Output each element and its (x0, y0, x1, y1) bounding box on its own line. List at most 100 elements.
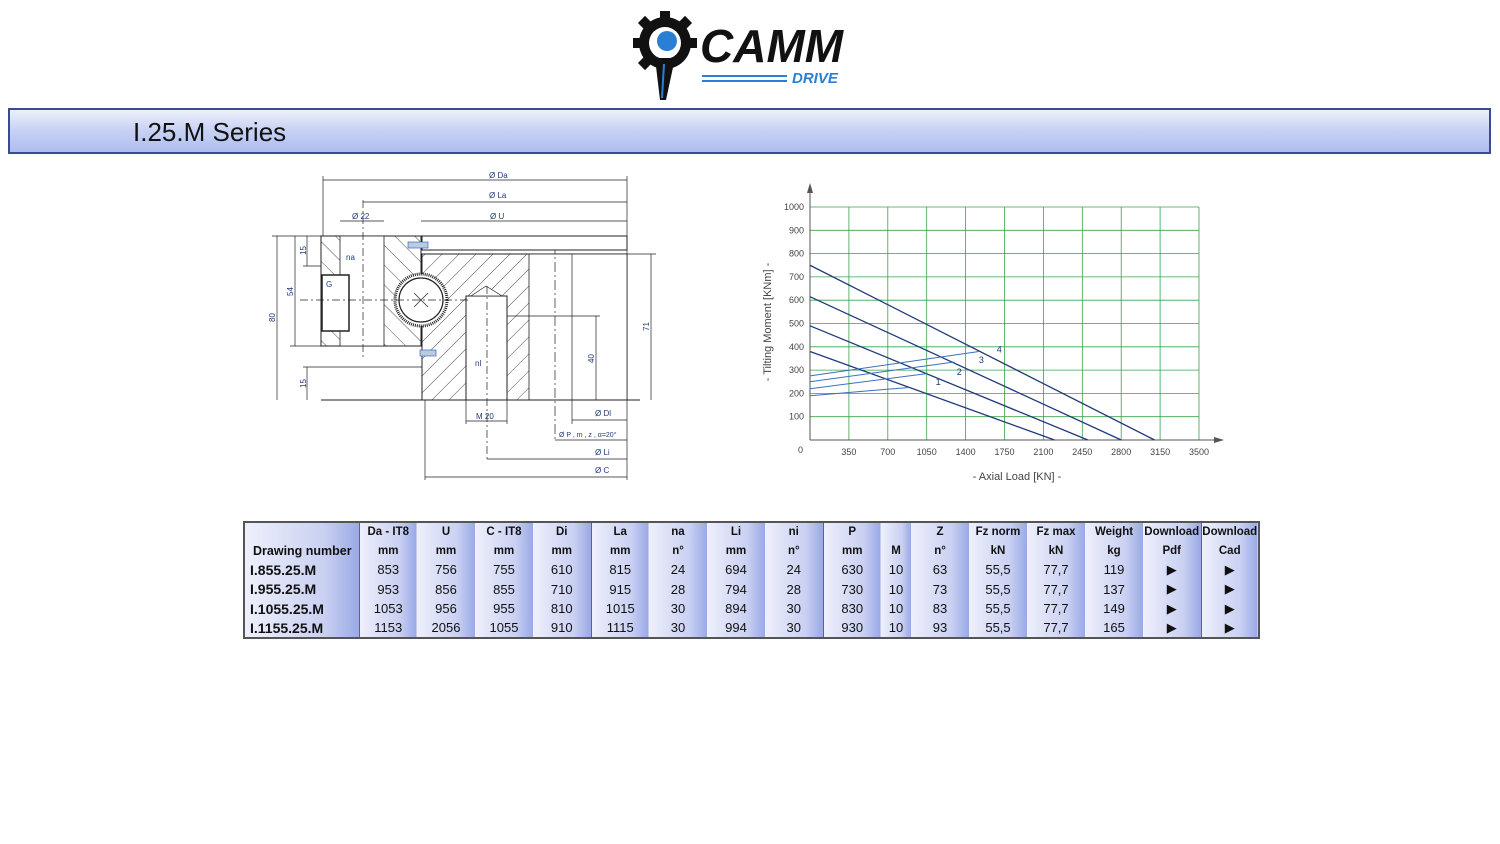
table-cell: 63 (911, 560, 969, 580)
series-line-4 (809, 264, 1155, 441)
series-line-1 (809, 350, 1055, 441)
label-54: 54 (286, 287, 295, 296)
table-row: I.855.25.M 853 756 755 610 815 24 694 24 630 10 63 5… (244, 560, 1260, 580)
table-cell: 953 (359, 579, 417, 599)
table-cell: 55,5 (969, 618, 1027, 638)
series-line-aux-3 (809, 361, 955, 383)
table-cell: 10 (881, 618, 911, 638)
series-line-2 (809, 325, 1089, 441)
table-cell: 755 (475, 560, 533, 580)
y-axis-label: - Tilting Moment [KNm] - (762, 262, 774, 381)
logo-text: CAMM (700, 20, 845, 72)
y-axis-arrow (807, 183, 813, 193)
download-cad-button[interactable]: ▶ (1201, 618, 1260, 638)
table-cell: M (881, 541, 911, 560)
table-cell: 24 (765, 560, 824, 580)
label-da: Ø Da (489, 171, 508, 180)
table-cell: n° (911, 541, 969, 560)
series-label: 4 (997, 345, 1002, 355)
y-tick-label: 500 (789, 319, 804, 329)
table-cell: mm (359, 541, 417, 560)
drawing-number-cell: I.1155.25.M (244, 618, 360, 638)
load-chart: 1 2 3 4 350 700 1050 1400 1750 2100 2450 2800 3150 3… (762, 183, 1224, 483)
table-cell: 77,7 (1027, 599, 1085, 619)
label-m20: M 20 (476, 412, 494, 421)
label-40: 40 (587, 354, 596, 363)
download-cad-button[interactable]: ▶ (1201, 579, 1260, 599)
table-cell: Fz norm (969, 522, 1027, 541)
table-cell: P (823, 522, 881, 541)
table-cell: 815 (591, 560, 649, 580)
table-cell: 694 (707, 560, 765, 580)
table-cell: 810 (533, 599, 592, 619)
label-71: 71 (642, 322, 651, 331)
download-pdf-button[interactable]: ▶ (1143, 599, 1202, 619)
table-cell: Download (1143, 522, 1202, 541)
label-80: 80 (268, 313, 277, 322)
series-label: 2 (957, 367, 962, 377)
table-cell: mm (823, 541, 881, 560)
label-p: Ø P , m , z , α=20° (559, 431, 617, 439)
y-tick-label: 100 (789, 412, 804, 422)
series-label: 3 (979, 355, 984, 365)
table-cell: 994 (707, 618, 765, 638)
x-tick-label: 3150 (1150, 447, 1170, 457)
table-cell: mm (533, 541, 592, 560)
specs-table: Da - IT8 U C - IT8 Di La na Li ni P Z Fz norm Fz ma… (243, 521, 1260, 639)
origin-label: 0 (798, 445, 803, 455)
table-cell: 1053 (359, 599, 417, 619)
table-cell: La (591, 522, 649, 541)
download-pdf-button[interactable]: ▶ (1143, 579, 1202, 599)
table-cell: ni (765, 522, 824, 541)
table-cell: Da - IT8 (359, 522, 417, 541)
x-tick-label: 1400 (956, 447, 976, 457)
y-tick-label: 200 (789, 388, 804, 398)
y-tick-label: 900 (789, 225, 804, 235)
table-cell: na (649, 522, 707, 541)
x-tick-label: 700 (880, 447, 895, 457)
label-15-bottom: 15 (299, 379, 308, 388)
table-cell: 55,5 (969, 599, 1027, 619)
table-cell: 55,5 (969, 560, 1027, 580)
gear-icon (633, 11, 697, 100)
table-cell: 149 (1085, 599, 1143, 619)
table-cell: 28 (649, 579, 707, 599)
x-axis-label: - Axial Load [KN] - (973, 471, 1062, 483)
table-cell: 24 (649, 560, 707, 580)
table-cell: 610 (533, 560, 592, 580)
label-na: na (346, 253, 355, 262)
series-line-aux-4 (809, 350, 980, 377)
table-cell: Weight (1085, 522, 1143, 541)
table-cell: 55,5 (969, 579, 1027, 599)
y-tick-label: 700 (789, 272, 804, 282)
x-tick-label: 3500 (1189, 447, 1209, 457)
label-g: G (326, 280, 332, 289)
download-cad-button[interactable]: ▶ (1201, 560, 1260, 580)
table-cell: 137 (1085, 579, 1143, 599)
table-cell: 710 (533, 579, 592, 599)
series-label: 1 (936, 377, 941, 387)
table-cell: 73 (911, 579, 969, 599)
table-cell: 956 (417, 599, 475, 619)
cross-section-drawing: Ø Da Ø La Ø 22 Ø U na G nl M 20 Ø Dl Ø P… (268, 171, 656, 480)
x-tick-label: 1750 (994, 447, 1014, 457)
download-cad-button[interactable]: ▶ (1201, 599, 1260, 619)
table-cell: n° (765, 541, 824, 560)
y-tick-label: 800 (789, 249, 804, 259)
table-cell: 30 (765, 599, 824, 619)
table-cell: 77,7 (1027, 579, 1085, 599)
table-cell: 1115 (591, 618, 649, 638)
table-cell: 955 (475, 599, 533, 619)
x-tick-label: 2800 (1111, 447, 1131, 457)
table-cell: 630 (823, 560, 881, 580)
table-cell: Download (1201, 522, 1260, 541)
drawing-number-cell (244, 522, 360, 541)
download-pdf-button[interactable]: ▶ (1143, 560, 1202, 580)
table-cell: 77,7 (1027, 618, 1085, 638)
table-cell: 2056 (417, 618, 475, 638)
logo-subtext: DRIVE (792, 70, 839, 87)
label-u: Ø U (490, 212, 504, 221)
y-tick-label: 600 (789, 295, 804, 305)
download-pdf-button[interactable]: ▶ (1143, 618, 1202, 638)
